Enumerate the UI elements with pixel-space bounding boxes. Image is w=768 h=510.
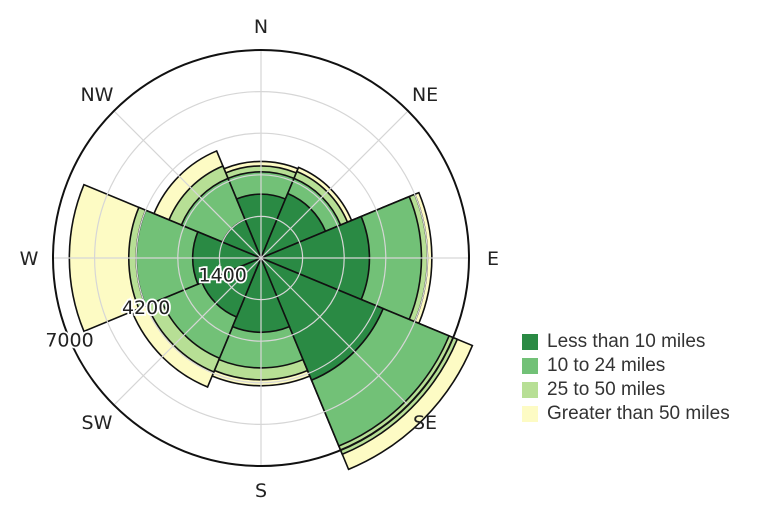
grid-spoke xyxy=(113,257,262,406)
grid-spoke xyxy=(113,110,262,259)
legend-swatch xyxy=(522,358,538,374)
direction-label: S xyxy=(255,480,267,502)
legend-swatch xyxy=(522,334,538,350)
direction-label: W xyxy=(20,248,39,270)
direction-label: N xyxy=(254,16,268,38)
direction-label: NE xyxy=(412,84,438,106)
direction-label: SW xyxy=(82,412,113,434)
legend-item: 25 to 50 miles xyxy=(522,378,730,402)
legend-item: Greater than 50 miles xyxy=(522,402,730,426)
legend-label: Greater than 50 miles xyxy=(547,403,730,424)
grid-spoke xyxy=(260,257,409,406)
legend-label: Less than 10 miles xyxy=(547,331,706,352)
legend-item: 10 to 24 miles xyxy=(522,354,730,378)
direction-label: NW xyxy=(80,84,113,106)
outer-ring xyxy=(52,49,470,467)
legend-label: 25 to 50 miles xyxy=(547,379,666,400)
direction-labels: N NE E SE S SW W NW xyxy=(20,16,499,502)
grid-spoke xyxy=(260,110,409,259)
legend-item: Less than 10 miles xyxy=(522,330,730,354)
radial-tick-label: 7000 xyxy=(45,329,93,351)
direction-label: E xyxy=(487,248,499,270)
direction-label: SE xyxy=(413,412,437,434)
radial-tick-label: 1400 xyxy=(199,264,247,286)
legend-swatch xyxy=(522,406,538,422)
polar-grid xyxy=(53,50,469,466)
legend-swatch xyxy=(522,382,538,398)
legend-label: 10 to 24 miles xyxy=(547,355,666,376)
radial-tick-label: 4200 xyxy=(122,297,170,319)
legend: Less than 10 miles 10 to 24 miles 25 to … xyxy=(522,330,730,426)
radial-tick-labels: 1400 4200 7000 xyxy=(44,263,249,354)
